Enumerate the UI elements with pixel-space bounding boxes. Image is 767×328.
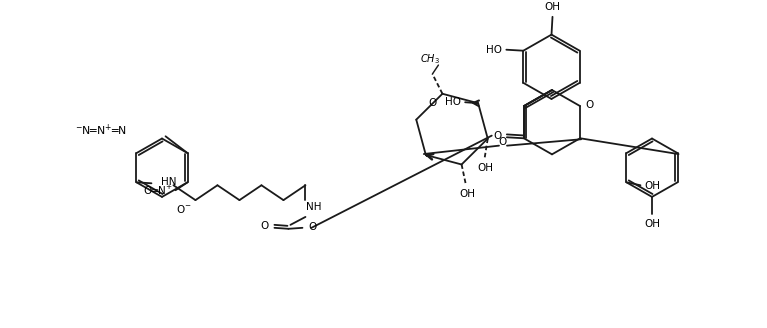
- Text: O: O: [308, 222, 317, 232]
- Text: O: O: [428, 98, 436, 108]
- Text: O: O: [585, 100, 594, 110]
- Text: O: O: [494, 131, 502, 141]
- Text: NH: NH: [307, 202, 322, 212]
- Text: HO: HO: [445, 97, 461, 107]
- Text: O: O: [499, 137, 507, 147]
- Text: OH: OH: [545, 2, 561, 12]
- Text: O═N$^{+}$: O═N$^{+}$: [143, 184, 173, 197]
- Text: OH: OH: [644, 219, 660, 229]
- Text: CH$_3$: CH$_3$: [420, 52, 440, 66]
- Text: HO: HO: [486, 45, 502, 55]
- Text: $^{-}$N═N$^{+}$═N: $^{-}$N═N$^{+}$═N: [75, 123, 127, 138]
- Text: OH: OH: [459, 189, 476, 199]
- Text: OH: OH: [478, 163, 494, 173]
- Text: HN: HN: [161, 177, 177, 187]
- Text: OH: OH: [644, 181, 660, 191]
- Text: O$^{-}$: O$^{-}$: [176, 203, 191, 215]
- Text: O: O: [260, 221, 268, 231]
